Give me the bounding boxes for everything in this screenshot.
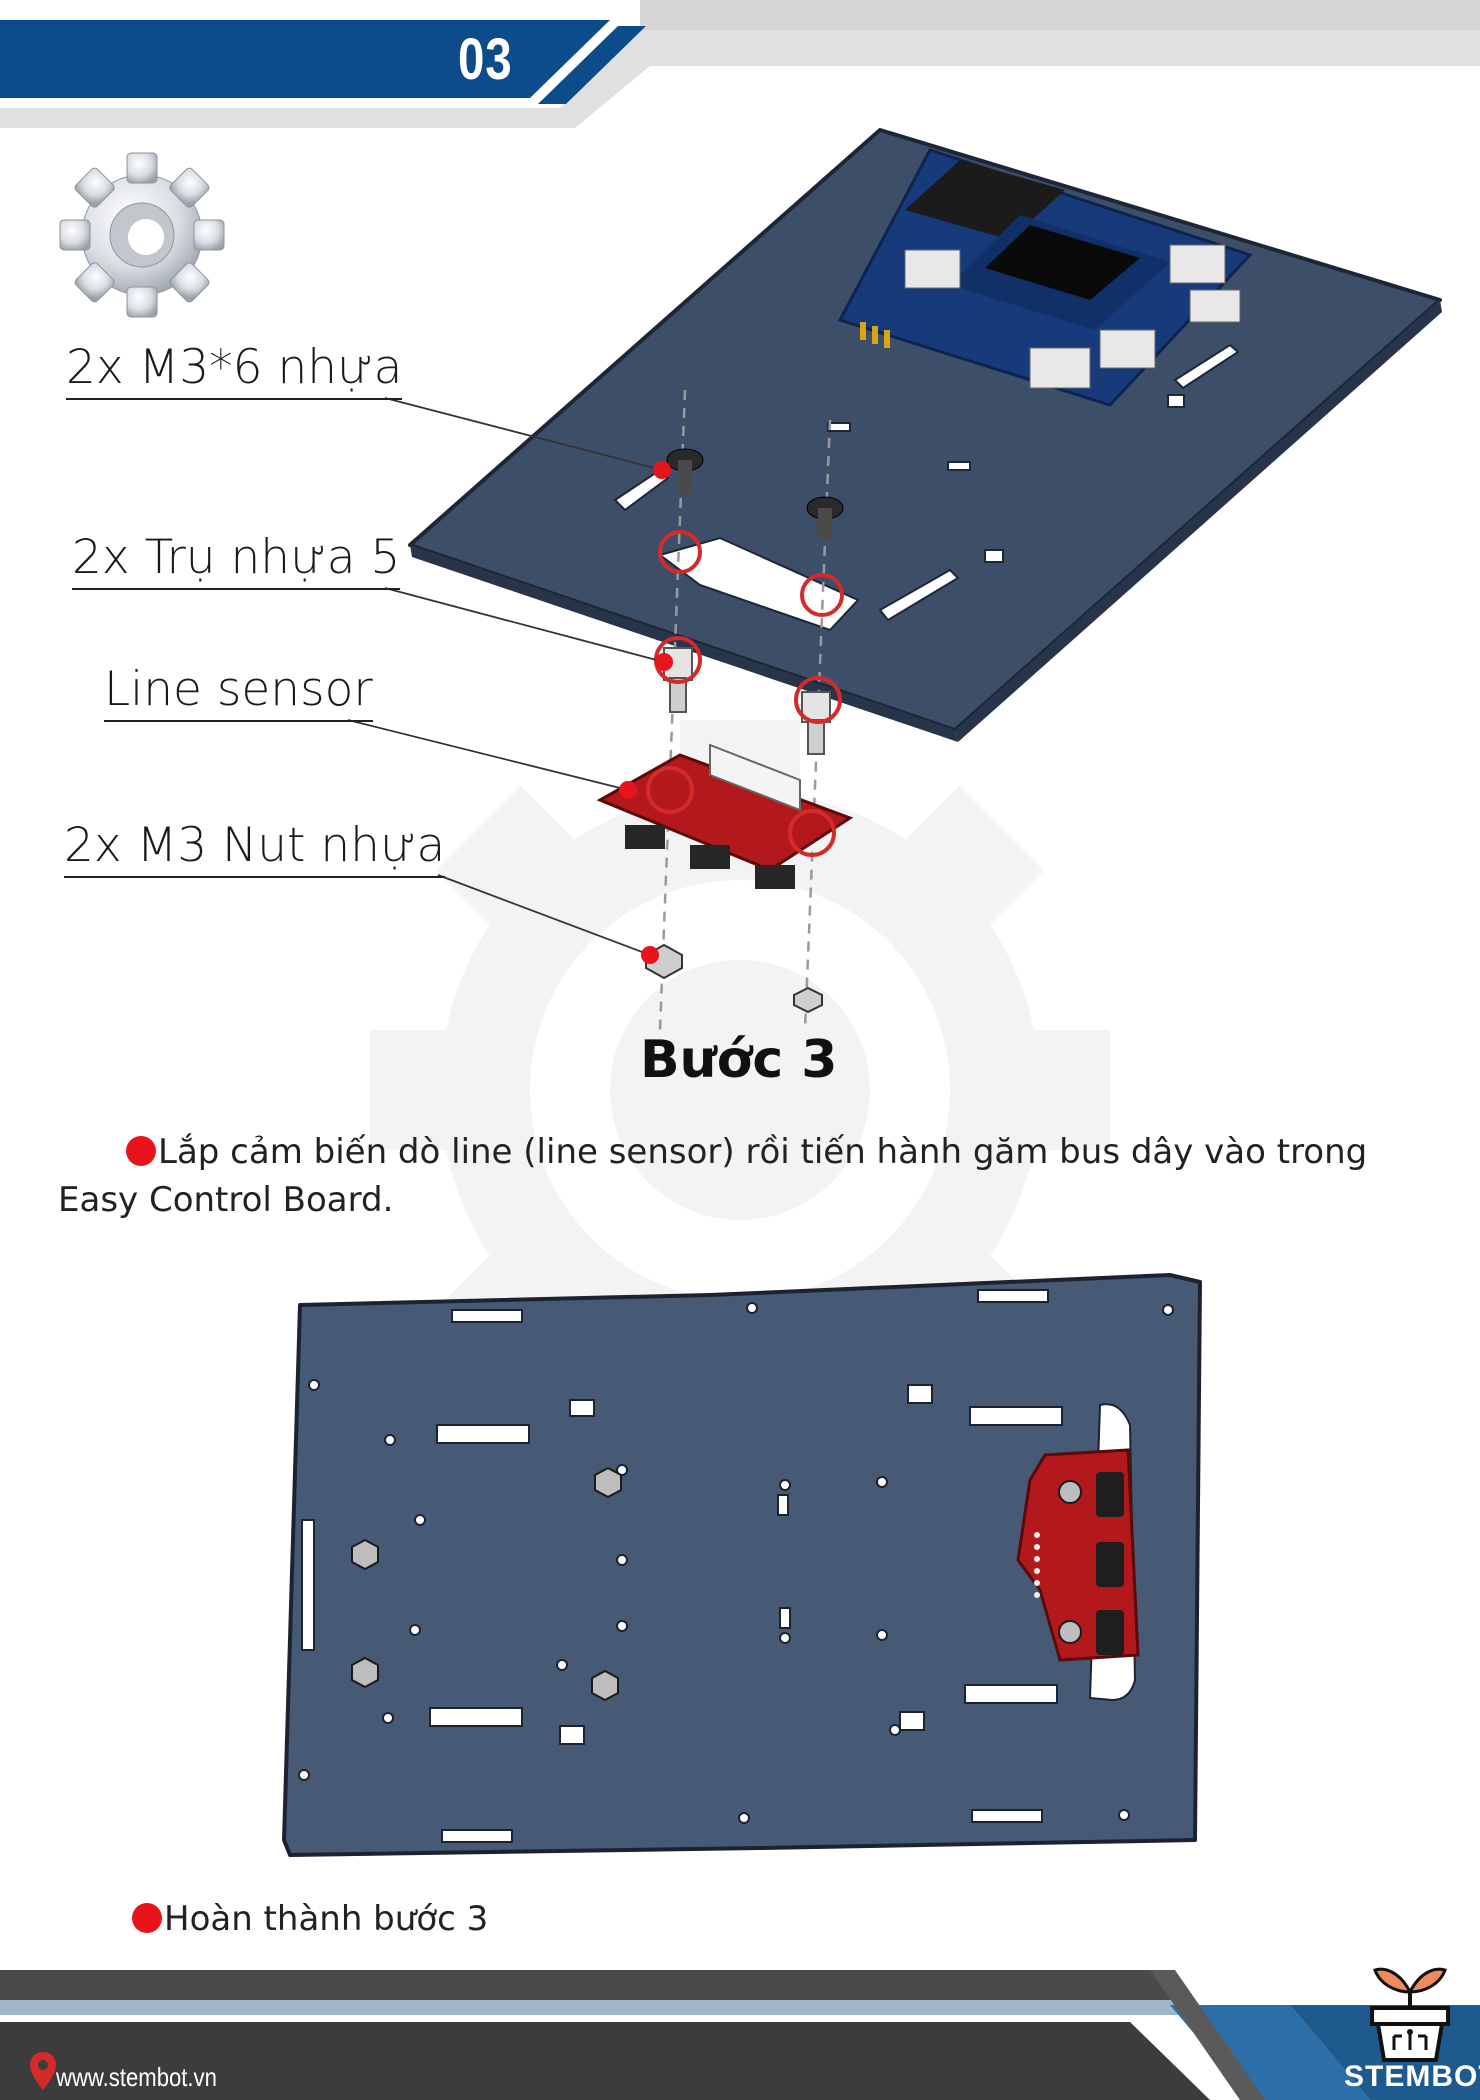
callout-spacer: 2x Trụ nhựa 5	[72, 530, 401, 590]
footer-url[interactable]: www.stembot.vn	[56, 2062, 217, 2092]
footer-banner	[0, 1970, 1480, 2100]
plastic-nuts	[645, 943, 823, 1014]
plant-logo-icon	[1370, 1967, 1450, 2062]
completion-line: Hoàn thành bước 3	[132, 1895, 488, 1943]
bullet-icon	[126, 1136, 156, 1166]
m3-screws	[666, 448, 844, 540]
location-pin-icon	[30, 2052, 56, 2090]
callout-m3-screw: 2x M3*6 nhựa	[66, 340, 403, 400]
page-number: 03	[458, 27, 513, 92]
completion-text: Hoàn thành bước 3	[164, 1899, 489, 1939]
bullet-icon	[132, 1903, 162, 1933]
header-banner	[0, 0, 1480, 128]
callout-m3-nut: 2x M3 Nut nhựa	[64, 818, 446, 878]
assembly-exploded-diagram	[347, 128, 1442, 1031]
step-title: Bước 3	[640, 1030, 838, 1090]
instruction-text: Lắp cảm biến dò line (line sensor) rồi t…	[58, 1132, 1368, 1220]
settings-gear-icon	[59, 152, 225, 318]
completed-assembly-diagram	[282, 1273, 1202, 1857]
instruction-paragraph: Lắp cảm biến dò line (line sensor) rồi t…	[58, 1128, 1438, 1224]
brand-name: STEMBOT	[1344, 2060, 1480, 2093]
callout-line-sensor: Line sensor	[104, 662, 373, 722]
